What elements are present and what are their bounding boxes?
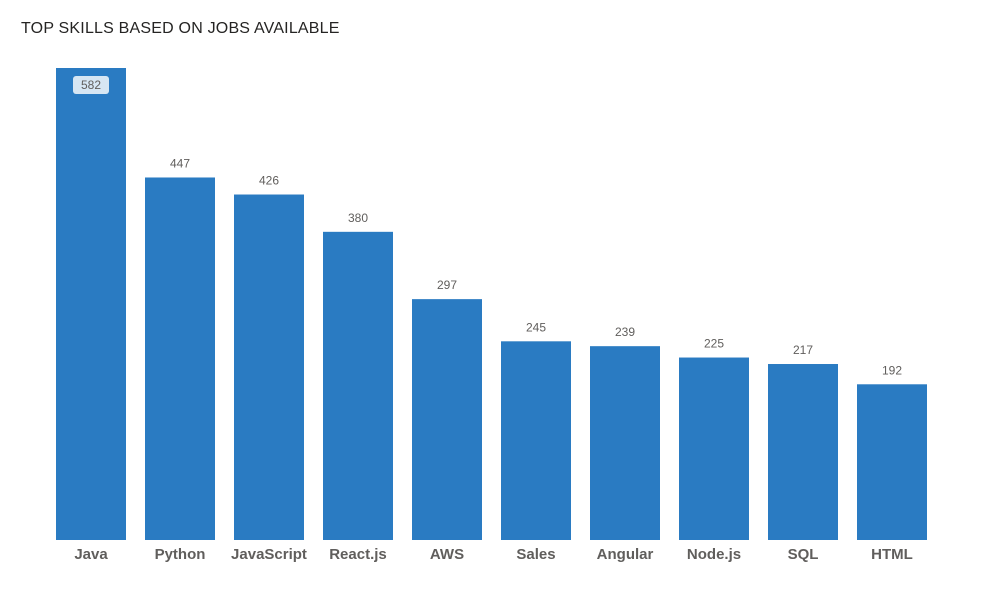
bar-node-js[interactable]	[679, 357, 749, 540]
x-tick-label: Angular	[597, 546, 654, 563]
data-label: 217	[793, 343, 813, 357]
x-tick-label: Sales	[516, 546, 555, 563]
data-label: 426	[259, 174, 279, 188]
data-label: 380	[348, 211, 368, 225]
data-label-highlight	[73, 76, 109, 94]
bar-html[interactable]	[857, 384, 927, 540]
bar-react-js[interactable]	[323, 231, 393, 541]
data-label: 239	[615, 325, 635, 339]
bar-java[interactable]	[56, 68, 126, 540]
data-label: 582	[81, 78, 101, 92]
bar-angular[interactable]	[590, 346, 660, 540]
data-label: 447	[170, 156, 190, 170]
bar-python[interactable]	[145, 177, 215, 540]
data-label: 245	[526, 320, 546, 334]
bars-group	[56, 68, 927, 541]
chart-title: TOP SKILLS BASED ON JOBS AVAILABLE	[21, 20, 340, 37]
x-tick-label: HTML	[871, 546, 913, 563]
x-tick-label: JavaScript	[231, 546, 307, 563]
data-labels-group: 582 447 426 380 297 245 239 225 217 192	[73, 76, 902, 377]
bar-aws[interactable]	[412, 299, 482, 540]
x-axis-tick-labels: Java Python JavaScript React.js AWS Sales Angu…	[74, 546, 913, 563]
data-label: 225	[704, 337, 724, 351]
bar-sales[interactable]	[501, 341, 571, 540]
bar-javascript[interactable]	[234, 194, 304, 541]
x-tick-label: AWS	[430, 546, 464, 563]
x-tick-label: Node.js	[687, 546, 741, 563]
x-tick-label: Python	[155, 546, 206, 563]
x-tick-label: React.js	[329, 546, 387, 563]
x-tick-label: Java	[74, 546, 108, 563]
bar-sql[interactable]	[768, 364, 838, 540]
data-label: 192	[882, 363, 902, 377]
data-label: 297	[437, 278, 457, 292]
x-tick-label: SQL	[788, 546, 819, 563]
